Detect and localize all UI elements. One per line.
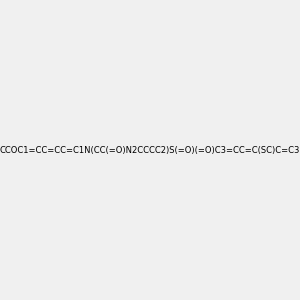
- Text: CCOC1=CC=CC=C1N(CC(=O)N2CCCC2)S(=O)(=O)C3=CC=C(SC)C=C3: CCOC1=CC=CC=C1N(CC(=O)N2CCCC2)S(=O)(=O)C…: [0, 146, 300, 154]
